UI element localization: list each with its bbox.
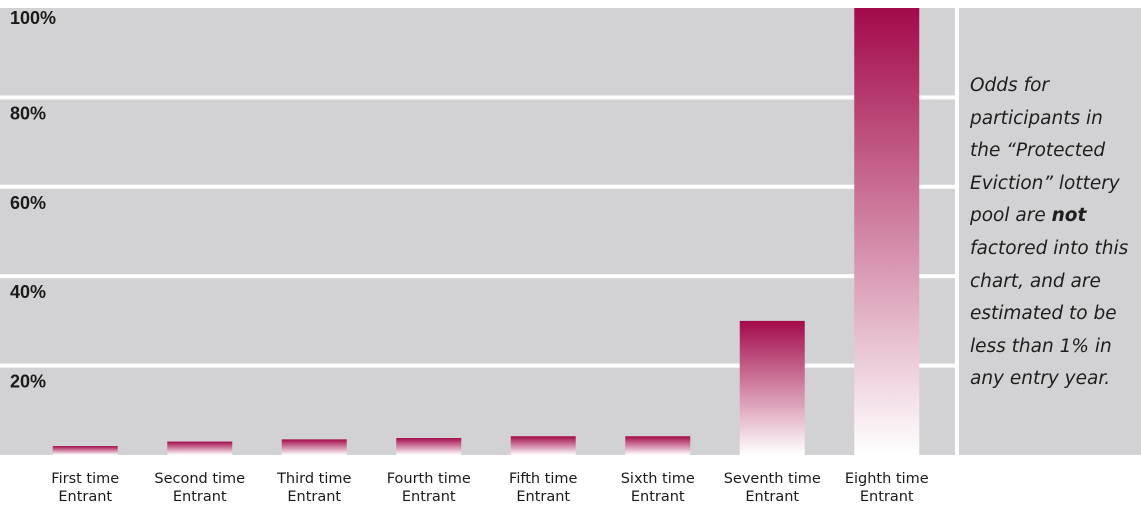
gridline: [0, 274, 955, 279]
bar: [52, 446, 118, 455]
bar: [739, 320, 805, 455]
x-tick-label: Eighth time Entrant: [845, 471, 929, 505]
plot-background: [0, 8, 955, 455]
bar: [396, 438, 462, 455]
y-tick-label: 80%: [10, 103, 46, 123]
bar: [854, 8, 920, 455]
x-tick-label: Seventh time Entrant: [724, 471, 821, 505]
gridline: [0, 363, 955, 368]
x-tick-label: First time Entrant: [51, 471, 119, 505]
x-tick-label: Second time Entrant: [154, 471, 245, 505]
y-tick-label: 20%: [10, 372, 46, 392]
y-tick-labels: 20% 40% 60% 80% 100%: [10, 8, 56, 392]
gridlines: [0, 95, 955, 368]
x-tick-label: Sixth time Entrant: [621, 471, 695, 505]
bar: [167, 441, 233, 455]
bar: [510, 436, 576, 455]
bar: [625, 436, 691, 455]
bars: [52, 8, 920, 455]
chart-note: Odds for participants in the “Protected …: [970, 70, 1138, 396]
y-tick-label: 60%: [10, 193, 46, 213]
x-tick-labels: First time Entrant Second time Entrant Third…: [51, 471, 928, 505]
x-tick-label: Third time Entrant: [276, 471, 351, 505]
x-tick-label: Fifth time Entrant: [509, 471, 577, 505]
note-text-before: Odds for participants in the “Protected …: [970, 75, 1120, 227]
note-emphasis: not: [1051, 205, 1087, 227]
gridline: [0, 95, 955, 100]
note-text-after: factored into this chart, and are estima…: [970, 237, 1129, 390]
y-tick-label: 100%: [10, 8, 56, 28]
bar: [281, 439, 347, 455]
y-tick-label: 40%: [10, 282, 46, 302]
gridline: [0, 184, 955, 189]
x-tick-label: Fourth time Entrant: [387, 471, 471, 505]
note-panel-background: [959, 8, 1141, 455]
